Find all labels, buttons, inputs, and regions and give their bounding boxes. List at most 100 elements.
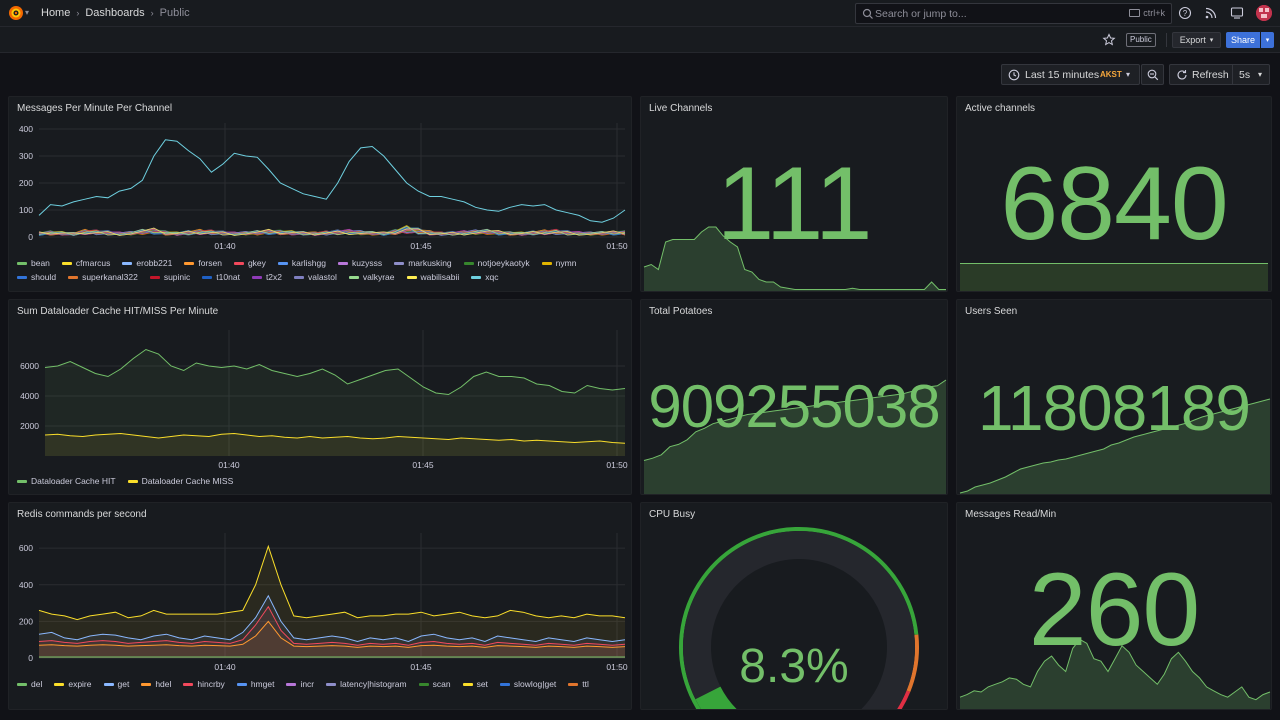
legend-item[interactable]: slowlog|get bbox=[499, 679, 556, 689]
panel-active-channels[interactable]: Active channels 6840 bbox=[956, 96, 1272, 292]
legend-label: kuzysss bbox=[351, 258, 383, 268]
legend-item[interactable]: set bbox=[462, 679, 488, 689]
search-shortcut: ctrl+k bbox=[1129, 8, 1165, 18]
legend-item[interactable]: t2x2 bbox=[251, 272, 282, 282]
legend-item[interactable]: erobb221 bbox=[122, 258, 172, 268]
legend-item[interactable]: get bbox=[103, 679, 129, 689]
legend-item[interactable]: markusking bbox=[394, 258, 452, 268]
refresh-icon bbox=[1177, 70, 1187, 80]
legend-item[interactable]: expire bbox=[54, 679, 92, 689]
series-line-get bbox=[38, 594, 626, 643]
panel-title: Active channels bbox=[965, 103, 1036, 114]
legend-item[interactable]: karlishgg bbox=[277, 258, 326, 268]
breadcrumb-dashboards[interactable]: Dashboards bbox=[85, 7, 145, 19]
x-tick-label: 01:50 bbox=[606, 460, 628, 470]
legend-item[interactable]: notjoeykaotyk bbox=[463, 258, 530, 268]
legend-label: superkanal322 bbox=[82, 272, 138, 282]
stat-value: 909255038 bbox=[648, 373, 940, 440]
y-tick-label: 600 bbox=[19, 543, 33, 553]
time-range-label: Last 15 minutes bbox=[1025, 69, 1100, 81]
series-area bbox=[45, 433, 625, 456]
legend-swatch bbox=[68, 275, 79, 279]
share-options-chevron-down-icon[interactable]: ▾ bbox=[1261, 32, 1274, 48]
refresh-button[interactable]: Refresh 5s ▾ bbox=[1169, 64, 1270, 85]
series-line-wabilisabii bbox=[38, 227, 626, 236]
gauge-threshold-red bbox=[896, 690, 911, 709]
legend-item[interactable]: ttl bbox=[568, 679, 589, 689]
legend-label: valkyrae bbox=[362, 272, 395, 282]
legend-item[interactable]: t10nat bbox=[202, 272, 240, 282]
time-range-picker[interactable]: Last 15 minutes AKST ▾ bbox=[1001, 64, 1140, 85]
panel-live-channels[interactable]: Live Channels 111 bbox=[640, 96, 948, 292]
zoom-out-button[interactable] bbox=[1141, 64, 1164, 85]
x-tick-label: 01:45 bbox=[412, 460, 434, 470]
series-line-Dataloader Cache HIT bbox=[44, 348, 626, 396]
legend-label: wabilisabii bbox=[420, 272, 460, 282]
help-icon[interactable]: ? bbox=[1178, 6, 1192, 20]
panel-redis-commands[interactable]: Redis commands per second 0 200 400 600 01:4… bbox=[8, 502, 632, 710]
menu-chevron-down-icon[interactable]: ▾ bbox=[25, 8, 30, 17]
legend-item[interactable]: bean bbox=[17, 258, 50, 268]
legend-item[interactable]: kuzysss bbox=[337, 258, 383, 268]
legend-item[interactable]: del bbox=[17, 679, 42, 689]
grafana-logo-icon[interactable] bbox=[8, 5, 24, 21]
legend-swatch bbox=[184, 261, 195, 265]
legend-swatch bbox=[337, 261, 348, 265]
news-feed-icon[interactable] bbox=[1204, 6, 1218, 20]
legend-item[interactable]: valkyrae bbox=[348, 272, 395, 282]
legend-item[interactable]: hmget bbox=[236, 679, 274, 689]
legend-item[interactable]: should bbox=[17, 272, 56, 282]
legend-swatch bbox=[277, 261, 288, 265]
legend-label: Dataloader Cache HIT bbox=[31, 476, 116, 486]
legend-item[interactable]: valastol bbox=[294, 272, 337, 282]
legend-item[interactable]: hdel bbox=[141, 679, 171, 689]
legend-item[interactable]: hincrby bbox=[183, 679, 225, 689]
legend-item[interactable]: supinic bbox=[149, 272, 190, 282]
legend-item[interactable]: Dataloader Cache HIT bbox=[17, 476, 116, 486]
legend-item[interactable]: xqc bbox=[471, 272, 498, 282]
refresh-interval-select[interactable]: 5s bbox=[1239, 69, 1251, 81]
legend-swatch bbox=[122, 261, 133, 265]
breadcrumb-home[interactable]: Home bbox=[41, 7, 71, 19]
legend-item[interactable]: nymn bbox=[541, 258, 576, 268]
legend-swatch bbox=[149, 275, 160, 279]
y-tick-label: 300 bbox=[19, 151, 33, 161]
avatar-pattern-icon bbox=[1256, 5, 1272, 21]
panel-total-potatoes[interactable]: Total Potatoes 909255038 bbox=[640, 299, 948, 495]
legend-item[interactable]: wabilisabii bbox=[406, 272, 460, 282]
legend-item[interactable]: scan bbox=[418, 679, 451, 689]
panel-cpu-busy[interactable]: CPU Busy 8.3% bbox=[640, 502, 948, 710]
legend-item[interactable]: Dataloader Cache MISS bbox=[127, 476, 233, 486]
search-shortcut-label: ctrl+k bbox=[1143, 8, 1165, 18]
share-button[interactable]: Share bbox=[1226, 32, 1260, 48]
x-tick-label: 01:50 bbox=[606, 241, 628, 251]
panel-messages-read[interactable]: Messages Read/Min 260 bbox=[956, 502, 1272, 710]
star-icon[interactable] bbox=[1102, 33, 1116, 47]
messages-legend: bean cfmarcus erobb221 forsen gkey karlishgg k… bbox=[17, 258, 617, 282]
dock-menu-icon[interactable] bbox=[1230, 6, 1244, 20]
legend-swatch bbox=[141, 682, 152, 686]
export-button[interactable]: Export ▾ bbox=[1172, 32, 1221, 48]
legend-item[interactable]: forsen bbox=[184, 258, 222, 268]
live-channels-sparkline bbox=[643, 226, 946, 291]
legend-item[interactable]: gkey bbox=[233, 258, 266, 268]
total-potatoes-sparkline bbox=[643, 379, 947, 494]
breadcrumb-current: Public bbox=[159, 7, 190, 19]
legend-item[interactable]: incr bbox=[286, 679, 314, 689]
search-placeholder: Search or jump to... bbox=[875, 8, 967, 20]
legend-label: notjoeykaotyk bbox=[477, 258, 530, 268]
legend-item[interactable]: cfmarcus bbox=[61, 258, 110, 268]
stat-value: 260 bbox=[1028, 552, 1201, 668]
cache-legend: Dataloader Cache HIT Dataloader Cache MIS… bbox=[17, 476, 617, 486]
x-tick-label: 01:45 bbox=[410, 241, 432, 251]
legend-item[interactable]: latency|histogram bbox=[326, 679, 407, 689]
legend-swatch bbox=[17, 682, 27, 686]
panel-dataloader-cache[interactable]: Sum Dataloader Cache HIT/MISS Per Minute… bbox=[8, 299, 632, 495]
panel-users-seen[interactable]: Users Seen 11808189 bbox=[956, 299, 1272, 495]
search-input[interactable]: Search or jump to... ctrl+k bbox=[855, 3, 1172, 24]
legend-item[interactable]: superkanal322 bbox=[68, 272, 138, 282]
stat-value: 6840 bbox=[1000, 146, 1228, 262]
active-channels-sparkline bbox=[960, 263, 1268, 291]
avatar[interactable] bbox=[1256, 5, 1272, 21]
panel-messages-per-minute[interactable]: Messages Per Minute Per Channel 0 100 200 3… bbox=[8, 96, 632, 292]
